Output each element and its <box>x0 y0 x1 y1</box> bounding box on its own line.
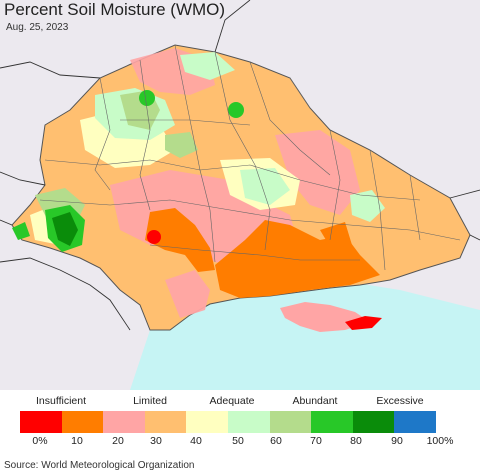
zone-darkgreen-1 <box>52 212 78 246</box>
source-credit: Source: World Meteorological Organizatio… <box>4 460 195 471</box>
legend-tick-60: 60 <box>270 435 282 447</box>
soil-moisture-map <box>0 0 480 390</box>
zone-lightgreen-2 <box>240 168 290 205</box>
legend-swatch-60-70 <box>269 411 312 433</box>
zone-red-1 <box>147 230 161 244</box>
legend-tick-50: 50 <box>232 435 244 447</box>
legend-tick-70: 70 <box>310 435 322 447</box>
zone-green-2 <box>165 132 198 158</box>
legend-swatch-50-60 <box>227 411 270 433</box>
country-borders <box>0 0 480 331</box>
legend-swatch-0-10 <box>20 411 62 433</box>
zone-orange-1 <box>145 208 215 272</box>
black-sea <box>130 282 480 390</box>
legend-tick-10: 10 <box>71 435 83 447</box>
legend-category-abundant: Abundant <box>292 395 338 407</box>
legend-swatch-10-20 <box>61 411 104 433</box>
zone-orange-3 <box>320 222 352 255</box>
map-date: Aug. 25, 2023 <box>6 22 69 33</box>
zone-brightgreen-2 <box>228 102 244 118</box>
legend: Insufficient Limited Adequate Abundant E… <box>0 390 480 450</box>
legend-tick-40: 40 <box>190 435 202 447</box>
map-title: Percent Soil Moisture (WMO) <box>4 0 226 19</box>
legend-swatch-70-80 <box>311 411 353 433</box>
legend-swatch-80-90 <box>352 411 395 433</box>
legend-category-adequate: Adequate <box>209 395 255 407</box>
legend-tick-90: 90 <box>391 435 403 447</box>
zone-brightgreen-1 <box>139 90 155 106</box>
zone-pink-3 <box>165 270 210 318</box>
zone-lightgreen-3 <box>350 190 385 222</box>
legend-tick-80: 80 <box>350 435 362 447</box>
legend-category-limited: Limited <box>133 395 167 407</box>
legend-category-insufficient: Insufficient <box>35 395 87 407</box>
legend-category-excessive: Excessive <box>376 395 424 407</box>
legend-tick-20: 20 <box>112 435 124 447</box>
zone-lightgreen-4 <box>180 52 235 80</box>
zone-red-crimea <box>345 316 382 330</box>
zone-pink-2 <box>275 130 360 215</box>
map-svg <box>0 0 480 390</box>
legend-color-bar <box>20 411 436 433</box>
legend-swatch-20-30 <box>103 411 145 433</box>
legend-tick-100: 100% <box>426 435 454 447</box>
legend-swatch-90-100 <box>394 411 436 433</box>
legend-tick-0: 0% <box>32 435 48 447</box>
legend-tick-30: 30 <box>150 435 162 447</box>
zone-brightgreen-3 <box>12 222 30 240</box>
legend-swatch-40-50 <box>186 411 228 433</box>
oblast-borders <box>39 44 461 271</box>
legend-swatch-30-40 <box>144 411 187 433</box>
